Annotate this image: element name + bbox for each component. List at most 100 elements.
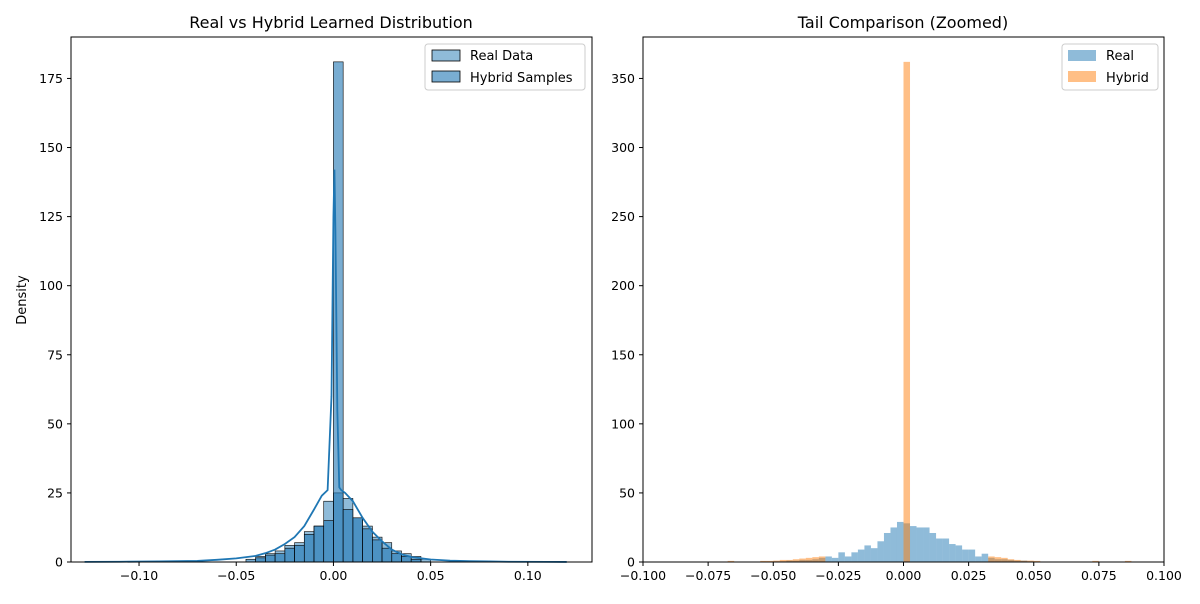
chart-title: Tail Comparison (Zoomed)	[797, 13, 1008, 32]
x-tick-label: 0.050	[1016, 568, 1052, 583]
x-tick-label: −0.050	[750, 568, 796, 583]
bar-real-21	[910, 526, 917, 562]
bar-real-17	[883, 532, 891, 562]
bar-real-15	[870, 548, 878, 562]
bar-hybrid-samples-1	[255, 557, 266, 563]
bar-hybrid-17	[1020, 560, 1028, 562]
bar-real-9	[831, 557, 839, 562]
plot-area-right: −0.100 −0.075 −0.050 −0.025 0.000 0.025 0.050 0…	[611, 36, 1182, 583]
bar-real-29	[962, 549, 969, 562]
bar-hybrid-1	[760, 560, 767, 562]
bar-hybrid-8	[805, 557, 813, 562]
bar-hybrid-20	[1092, 560, 1099, 562]
chart-title: Real vs Hybrid Learned Distribution	[189, 13, 473, 32]
bar-hybrid-samples-3	[274, 553, 286, 563]
bar-real-13	[857, 549, 865, 562]
bar-hybrid-samples-13	[372, 539, 383, 563]
bar-hybrid-samples-12	[362, 528, 373, 563]
bar-hybrid-samples-14	[381, 547, 393, 563]
bar-hybrid-samples-4	[284, 547, 295, 563]
y-tick-label: 100	[611, 416, 635, 431]
y-tick-label: 350	[611, 71, 635, 86]
legend-swatch-real	[1068, 50, 1096, 61]
x-tick-label: 0.00	[320, 568, 348, 583]
bar-real-8	[825, 556, 832, 562]
bar-real-24	[929, 532, 937, 562]
bar-hybrid-samples-9	[333, 61, 344, 563]
bar-hybrid-2	[766, 560, 774, 562]
x-tick-label: 0.100	[1146, 568, 1182, 583]
bar-hybrid-4	[779, 559, 787, 562]
chart-left: Real vs Hybrid Learned Distribution Dens…	[15, 13, 593, 583]
legend-swatch-real-data	[431, 49, 461, 62]
bar-hybrid-3	[773, 560, 780, 562]
y-tick-label: 100	[39, 278, 63, 293]
bar-hybrid-19	[1033, 560, 1041, 562]
x-tick-label: −0.05	[217, 568, 255, 583]
y-tick-label: 200	[611, 278, 635, 293]
bar-real-28	[955, 545, 963, 562]
y-tick-label: 0	[55, 555, 63, 570]
bar-hybrid-13	[994, 557, 1002, 562]
bar-hybrid-18	[1027, 560, 1034, 562]
chart-right: Tail Comparison (Zoomed) −0.100 −0.075 −0.…	[611, 13, 1182, 583]
bar-hybrid-7	[799, 558, 806, 562]
bar-real-22	[916, 527, 924, 562]
bar-hybrid-samples-8	[323, 520, 334, 563]
bar-real-11	[844, 556, 852, 562]
bar-real-25	[936, 538, 943, 562]
bar-real-26	[942, 538, 950, 562]
legend-swatch-hybrid	[1068, 71, 1096, 82]
y-tick-label: 250	[611, 209, 635, 224]
plot-area-left: −0.10 −0.05 0.00 0.05 0.10 0 25 50 75 100 125 150 17…	[39, 36, 593, 583]
bar-real-19	[896, 521, 904, 562]
bar-hybrid-16	[1014, 559, 1021, 562]
bar-real-30	[968, 549, 976, 562]
axes-frame	[70, 36, 593, 563]
bar-hybrid-14	[1001, 557, 1008, 562]
bar-hybrid-0	[727, 560, 735, 562]
x-tick-label: 0.10	[514, 568, 542, 583]
x-tick-label: 0.075	[1081, 568, 1117, 583]
legend-swatch-hybrid-samples	[431, 70, 461, 83]
x-tick-label: 0.05	[417, 568, 445, 583]
x-tick-label: −0.100	[620, 568, 666, 583]
bar-hybrid-21	[1124, 560, 1132, 562]
bar-hybrid-15	[1007, 559, 1015, 562]
y-tick-label: 0	[627, 555, 635, 570]
bar-real-18	[890, 527, 897, 562]
legend-box	[424, 43, 586, 91]
bar-real-31	[975, 556, 982, 562]
x-tick-label: −0.025	[815, 568, 861, 583]
bar-real-23	[923, 527, 930, 562]
bar-real-12	[851, 552, 858, 562]
bar-hybrid-5	[786, 559, 793, 562]
bar-hybrid-samples-6	[303, 534, 315, 563]
bar-hybrid-6	[792, 559, 800, 562]
bar-real-27	[949, 544, 956, 562]
y-tick-label: 175	[39, 71, 63, 86]
bar-hybrid-10	[818, 556, 826, 562]
y-tick-label: 50	[47, 416, 63, 431]
legend-label-hybrid-samples: Hybrid Samples	[470, 71, 573, 86]
y-tick-label: 50	[619, 485, 635, 500]
bar-real-10	[838, 552, 845, 562]
legend-label-hybrid: Hybrid	[1106, 71, 1149, 86]
bar-hybrid-9	[812, 557, 819, 562]
bar-hybrid-samples-5	[294, 545, 305, 563]
y-tick-label: 25	[47, 485, 63, 500]
legend-left: Real Data Hybrid Samples	[424, 43, 586, 91]
x-tick-label: 0.000	[886, 568, 922, 583]
x-tick-label: −0.075	[685, 568, 731, 583]
bar-hybrid-samples-7	[313, 525, 325, 563]
bar-hybrid-samples-11	[352, 517, 363, 563]
y-tick-label: 75	[47, 347, 63, 362]
legend-right: Real Hybrid	[1061, 43, 1159, 91]
y-tick-label: 300	[611, 140, 635, 155]
bar-hybrid-11	[903, 61, 911, 563]
bar-hybrid-samples-2	[265, 554, 276, 563]
y-tick-label: 125	[39, 209, 63, 224]
kde-line	[84, 169, 567, 563]
x-tick-label: 0.025	[951, 568, 987, 583]
